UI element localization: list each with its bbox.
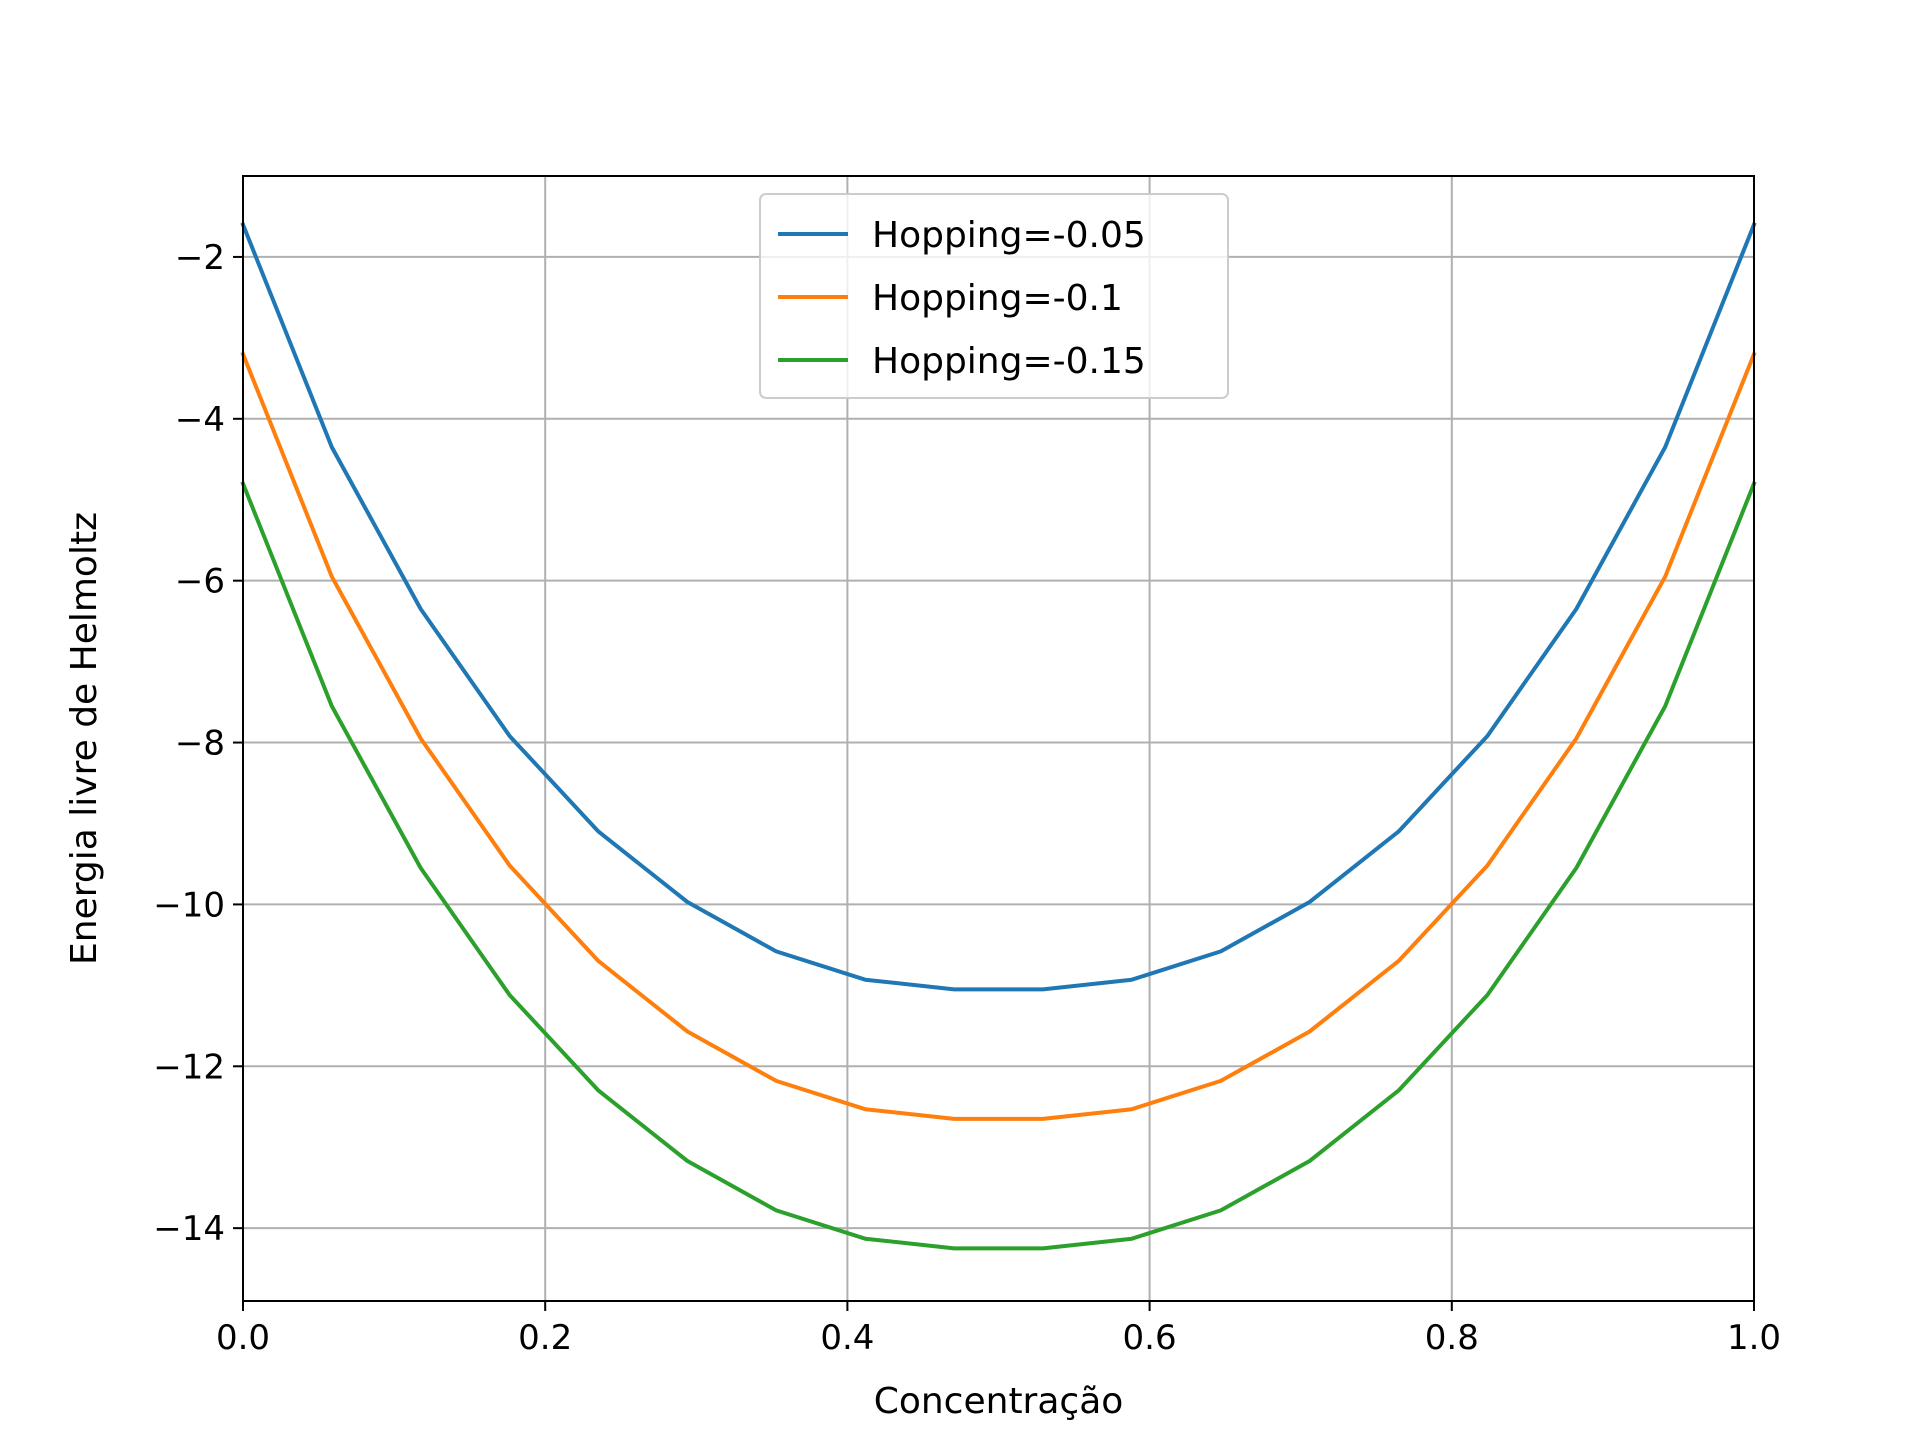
y-tick-label-4: −10 [153,885,225,925]
legend: Hopping=-0.05 Hopping=-0.1 Hopping=-0.15 [759,193,1229,399]
x-tick-label-0: 0.0 [216,1318,270,1358]
x-tick-label-5: 1.0 [1727,1318,1781,1358]
x-tick-label-4: 0.8 [1425,1318,1479,1358]
y-tick-label-3: −8 [175,724,225,764]
series-line-1 [240,351,1757,1121]
plot-frame [242,175,1755,1302]
y-tick-label-0: −2 [175,238,225,278]
y-tick-label-5: −12 [153,1047,225,1087]
x-axis-label: Concentração [874,1381,1124,1422]
legend-label-2: Hopping=-0.15 [872,341,1146,382]
x-tick-label-1: 0.2 [518,1318,572,1358]
x-tick-label-2: 0.4 [820,1318,874,1358]
series-line-0 [240,222,1757,992]
legend-label-0: Hopping=-0.05 [872,215,1146,256]
series-line-2 [240,481,1757,1251]
y-tick-label-2: −6 [175,562,225,602]
y-axis-label: Energia livre de Helmoltz [64,512,105,965]
y-tick-label-6: −14 [153,1209,225,1249]
y-tick-label-1: −4 [175,400,225,440]
axis-ticks: 0.0 0.2 0.4 0.6 0.8 1.0 −2 −4 −6 −8 −10 −12 −14 [153,238,1781,1358]
legend-label-1: Hopping=-0.1 [872,278,1123,319]
x-tick-label-3: 0.6 [1123,1318,1177,1358]
legend-box [759,193,1229,399]
series-lines [240,222,1757,1251]
